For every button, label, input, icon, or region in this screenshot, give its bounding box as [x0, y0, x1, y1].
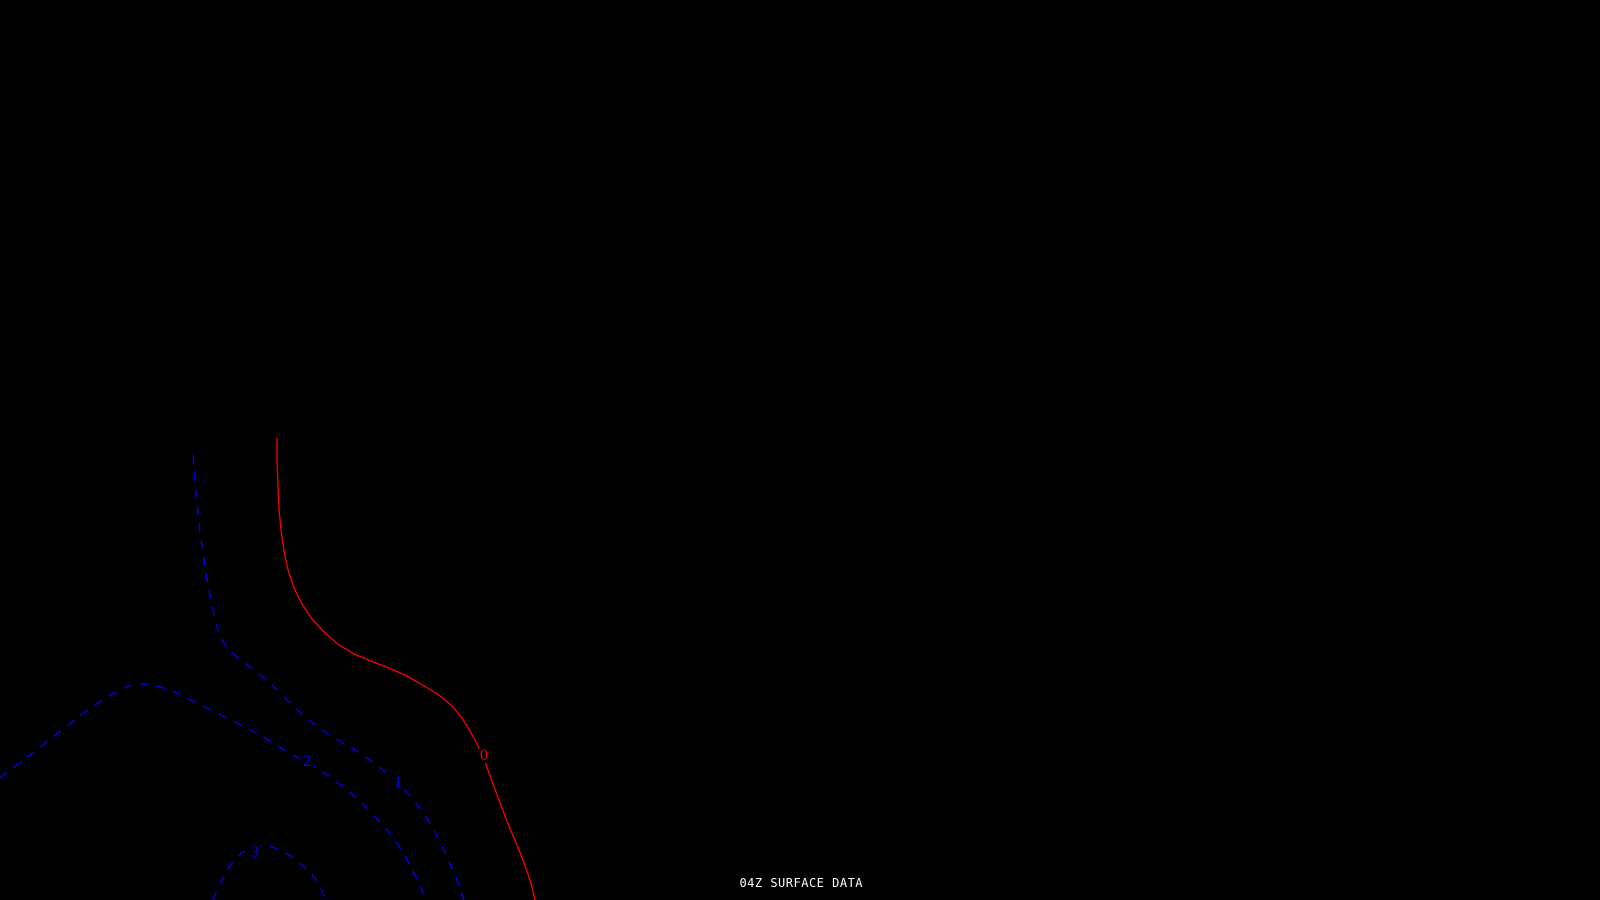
contour-3-label: 3	[251, 844, 259, 861]
contour-0-label: 0	[480, 747, 488, 764]
chart-title: 04Z SURFACE DATA	[739, 876, 864, 890]
contour-0-line	[276, 438, 536, 900]
contour-1-line	[192, 454, 465, 900]
contour-2-label: 2	[303, 753, 311, 770]
contour-3-line	[212, 845, 327, 900]
contour-1-label: 1	[394, 774, 402, 791]
contour-2-line	[0, 683, 427, 900]
